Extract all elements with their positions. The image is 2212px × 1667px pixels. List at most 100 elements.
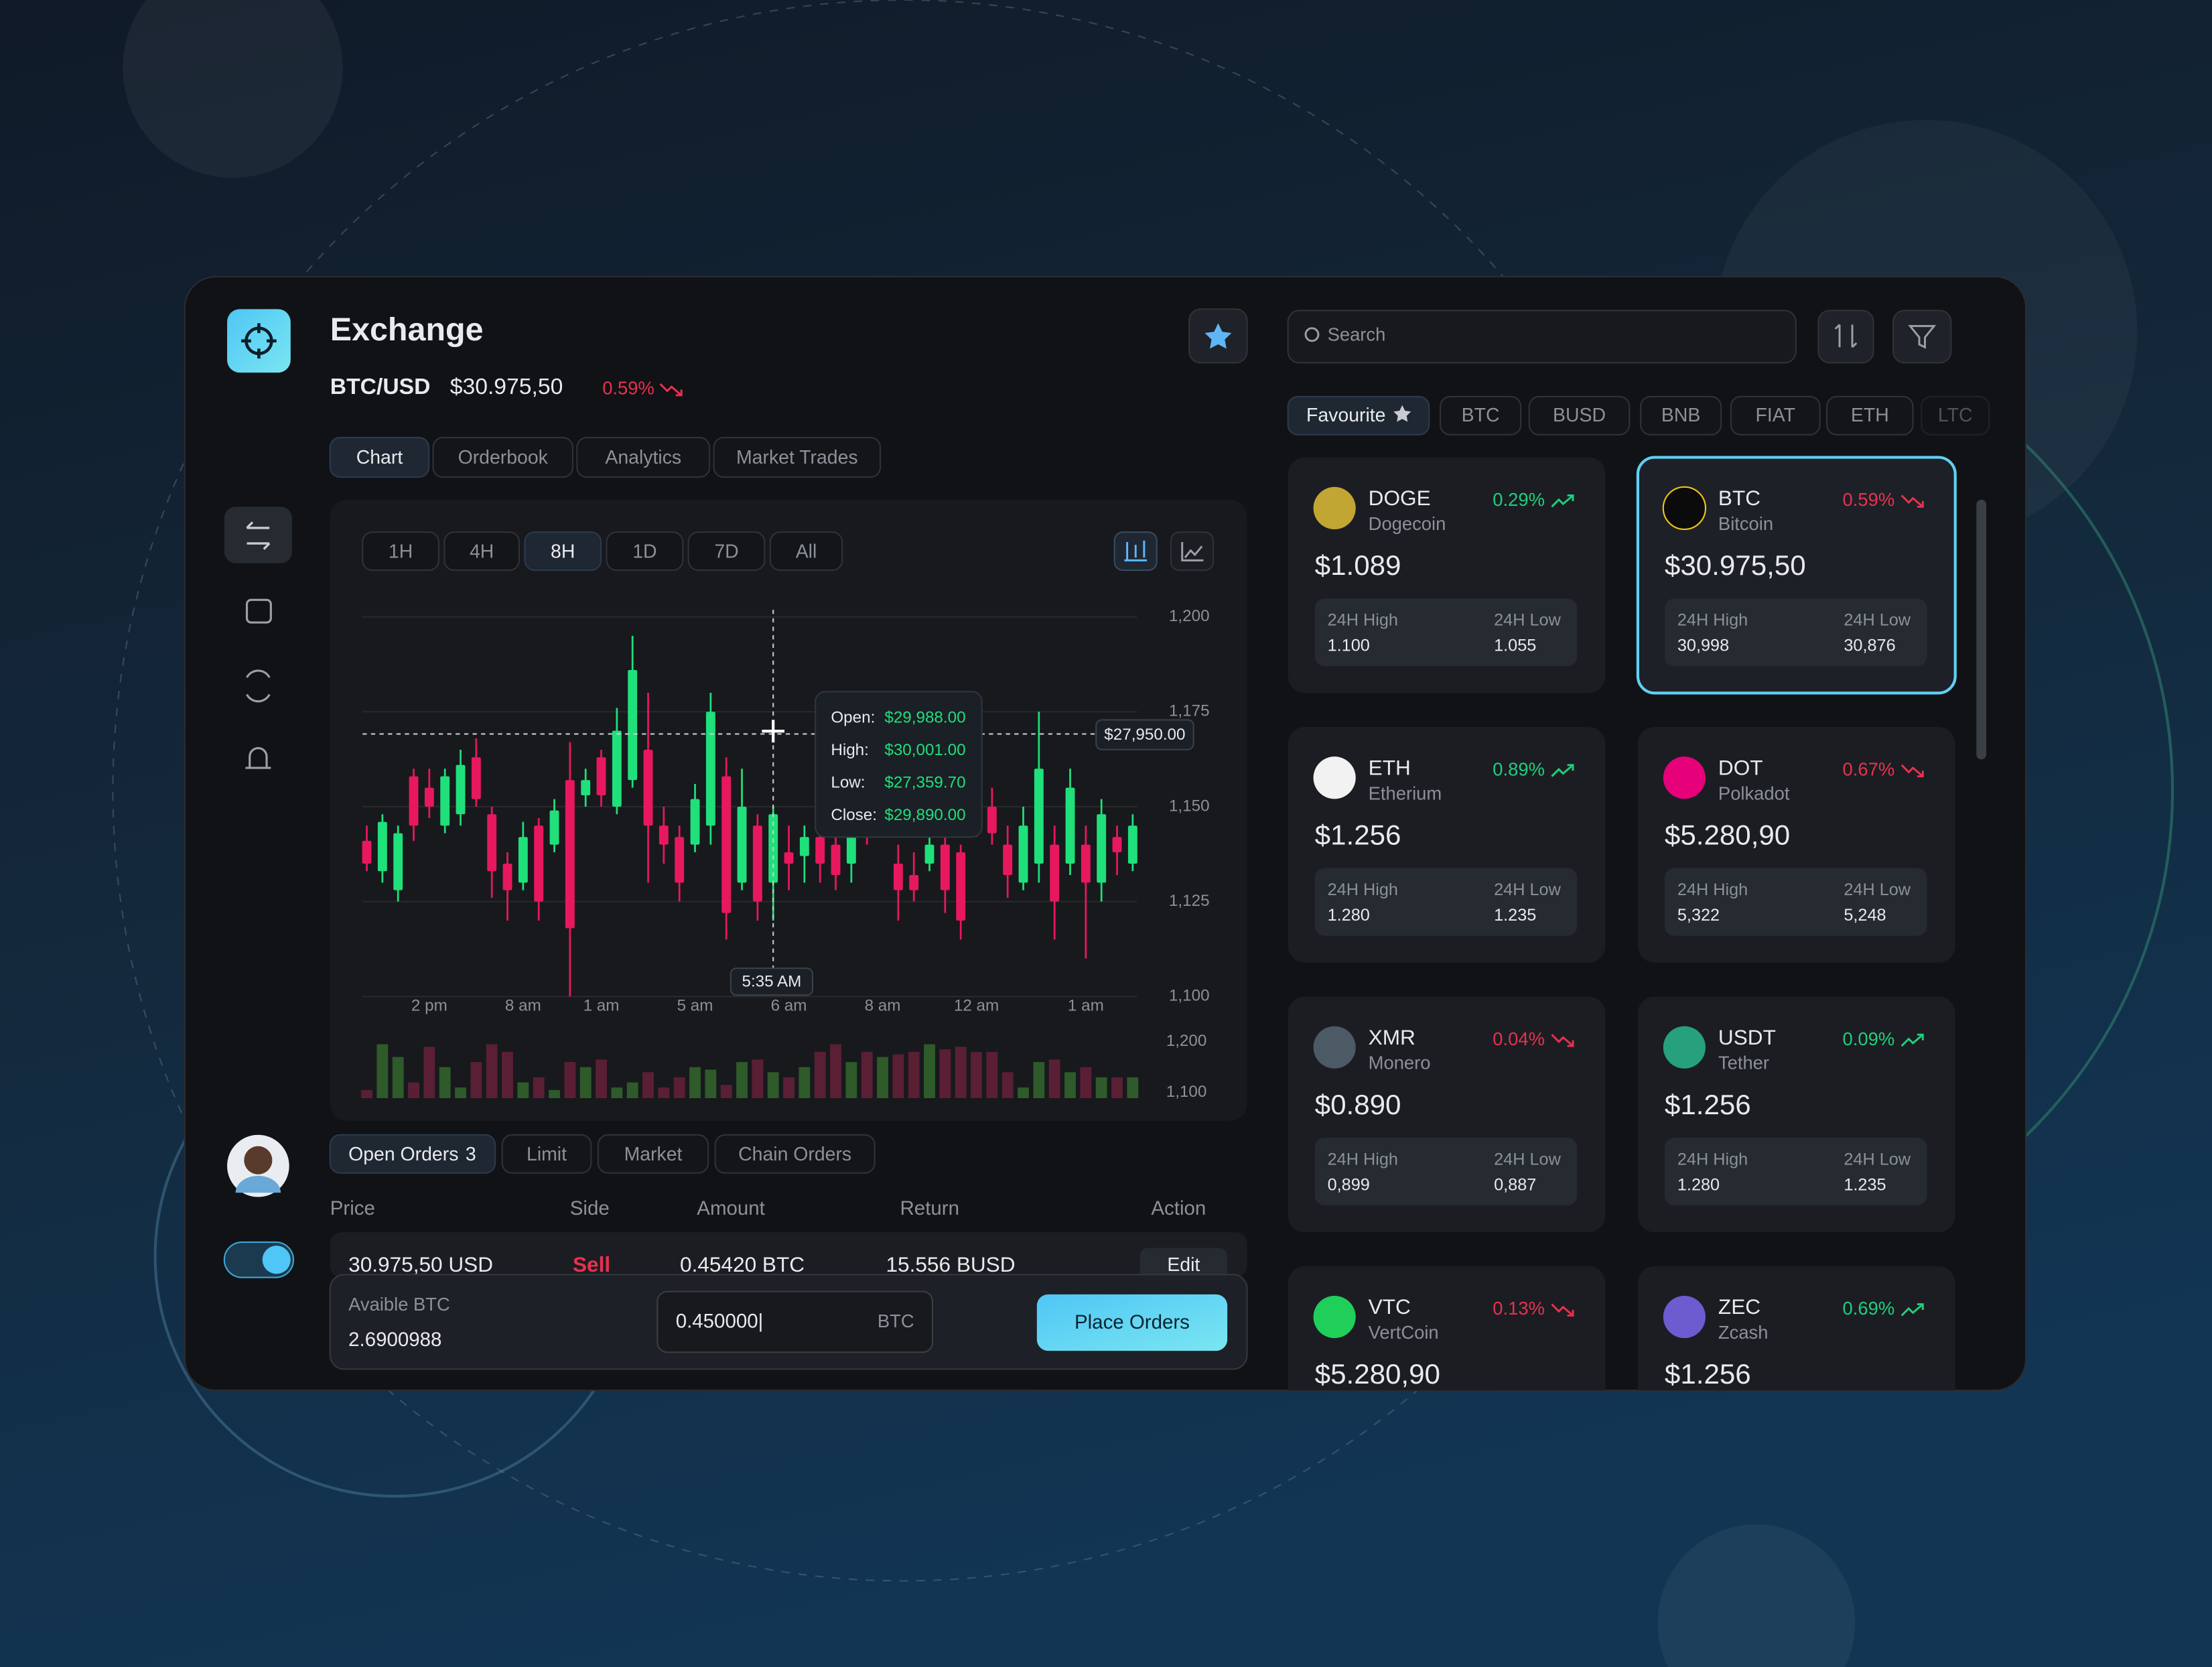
- chart-tab[interactable]: [432, 437, 574, 478]
- filter-label[interactable]: Favourite: [1306, 405, 1385, 426]
- candle-body: [377, 821, 387, 872]
- sort-button[interactable]: [1817, 310, 1874, 364]
- chart-card: [330, 499, 1247, 1121]
- volume-bar: [408, 1082, 419, 1099]
- nav-bell-icon[interactable]: [245, 746, 271, 769]
- filter-label[interactable]: LTC: [1938, 405, 1973, 426]
- order-tab-count[interactable]: 3: [466, 1144, 476, 1165]
- order-tab-label[interactable]: Limit: [527, 1144, 567, 1165]
- toggle-knob[interactable]: [262, 1246, 291, 1274]
- candle-body: [581, 780, 591, 795]
- range-button[interactable]: [443, 531, 521, 572]
- range-button[interactable]: [524, 531, 602, 572]
- range-button[interactable]: [687, 531, 766, 572]
- range-button[interactable]: [362, 531, 439, 572]
- range-button[interactable]: [769, 531, 843, 572]
- range-button-label[interactable]: 1H: [389, 541, 413, 562]
- chart-tab-label[interactable]: Orderbook: [458, 447, 549, 468]
- nav-refresh-icon[interactable]: [246, 669, 271, 703]
- scrollbar[interactable]: [1976, 499, 1987, 760]
- coin-symbol: DOT: [1718, 755, 1763, 779]
- nav-exchange-icon[interactable]: [246, 521, 271, 550]
- chart-tab-label[interactable]: Analytics: [605, 447, 681, 468]
- range-button-label[interactable]: 7D: [714, 541, 738, 562]
- low-label: 24H Low: [1494, 880, 1561, 899]
- candle-body: [1081, 844, 1091, 883]
- candle-body: [846, 833, 856, 864]
- coin-symbol: VTC: [1369, 1294, 1411, 1319]
- chart-tab[interactable]: [576, 437, 711, 478]
- filter-pill[interactable]: [1826, 395, 1914, 436]
- decor: [1657, 1524, 1856, 1667]
- range-button[interactable]: [606, 531, 684, 572]
- order-tab-label[interactable]: Market: [624, 1144, 683, 1165]
- range-button-label[interactable]: 8H: [551, 541, 575, 562]
- trend-icon: [1900, 764, 1924, 778]
- coin-price: $1.256: [1665, 1358, 1751, 1390]
- candle-body: [1097, 814, 1107, 883]
- volume-bar: [689, 1067, 701, 1099]
- order-tab-label[interactable]: Chain Orders: [738, 1144, 851, 1165]
- volume-bar: [423, 1047, 435, 1099]
- coin-icon: [1313, 486, 1356, 530]
- filter-label[interactable]: ETH: [1851, 405, 1889, 426]
- order-tab[interactable]: [714, 1134, 876, 1174]
- range-button-label[interactable]: 4H: [470, 541, 494, 562]
- filter-button[interactable]: [1892, 310, 1952, 364]
- coin-range-box: [1664, 598, 1927, 667]
- coin-change: 0.59%: [1843, 489, 1895, 510]
- range-button-label[interactable]: All: [796, 541, 817, 562]
- filter-icon: [1908, 325, 1937, 349]
- high-label: 24H High: [1677, 611, 1748, 630]
- coin-range-box: [1314, 868, 1578, 936]
- place-order-label[interactable]: Place Orders: [1075, 1311, 1190, 1333]
- volume-bar: [658, 1087, 670, 1099]
- edit-label[interactable]: Edit: [1167, 1254, 1200, 1276]
- candle-body: [831, 844, 841, 875]
- coin-icon: [1663, 756, 1706, 799]
- range-button-label[interactable]: 1D: [632, 541, 656, 562]
- coin-name: Tether: [1718, 1053, 1769, 1073]
- filter-label[interactable]: FIAT: [1756, 405, 1795, 426]
- star-icon: [1204, 323, 1232, 349]
- filter-pill[interactable]: [1528, 395, 1631, 436]
- search-placeholder[interactable]: Search: [1328, 324, 1386, 345]
- filter-pill[interactable]: [1640, 395, 1722, 436]
- coin-price: $1.256: [1315, 819, 1401, 850]
- nav-wallet-icon[interactable]: [245, 598, 272, 624]
- chart-tab[interactable]: [329, 437, 430, 478]
- order-tab[interactable]: [597, 1134, 709, 1174]
- high-value: 30,998: [1677, 637, 1729, 655]
- coin-symbol: BTC: [1718, 486, 1760, 510]
- coin-card[interactable]: [1288, 1266, 1606, 1502]
- volume-bar: [814, 1051, 826, 1099]
- search-box[interactable]: [1287, 310, 1797, 364]
- chart-tab-label[interactable]: Market Trades: [736, 447, 858, 468]
- chart-tab[interactable]: [713, 437, 882, 478]
- filter-label[interactable]: BNB: [1661, 405, 1700, 426]
- filter-pill[interactable]: [1440, 395, 1522, 436]
- order-cell: Sell: [573, 1252, 610, 1276]
- order-tab-label[interactable]: Open Orders: [348, 1144, 458, 1165]
- filter-label[interactable]: BUSD: [1553, 405, 1606, 426]
- tooltip-label: Low:: [831, 774, 865, 792]
- filter-pill[interactable]: [1730, 395, 1821, 436]
- candle-body: [893, 863, 903, 890]
- y-tick-label: 1,150: [1169, 797, 1210, 815]
- amount-input[interactable]: [656, 1290, 934, 1353]
- order-tab[interactable]: [329, 1134, 496, 1174]
- volume-bar: [533, 1077, 545, 1099]
- nav-active[interactable]: [224, 507, 292, 563]
- amount-value[interactable]: 0.450000|: [676, 1311, 764, 1333]
- order-tab[interactable]: [501, 1134, 592, 1174]
- filter-pill[interactable]: [1921, 395, 1990, 436]
- edit-button[interactable]: [1139, 1248, 1228, 1282]
- coin-card[interactable]: [1637, 1266, 1955, 1502]
- filter-pill[interactable]: [1287, 395, 1430, 436]
- place-order-button[interactable]: [1036, 1294, 1228, 1351]
- chart-tab-label[interactable]: Chart: [356, 447, 403, 468]
- trend-icon: [659, 383, 683, 397]
- filter-label[interactable]: BTC: [1462, 405, 1500, 426]
- order-cell: 0.45420 BTC: [680, 1252, 805, 1276]
- trend-icon: [1900, 1303, 1924, 1317]
